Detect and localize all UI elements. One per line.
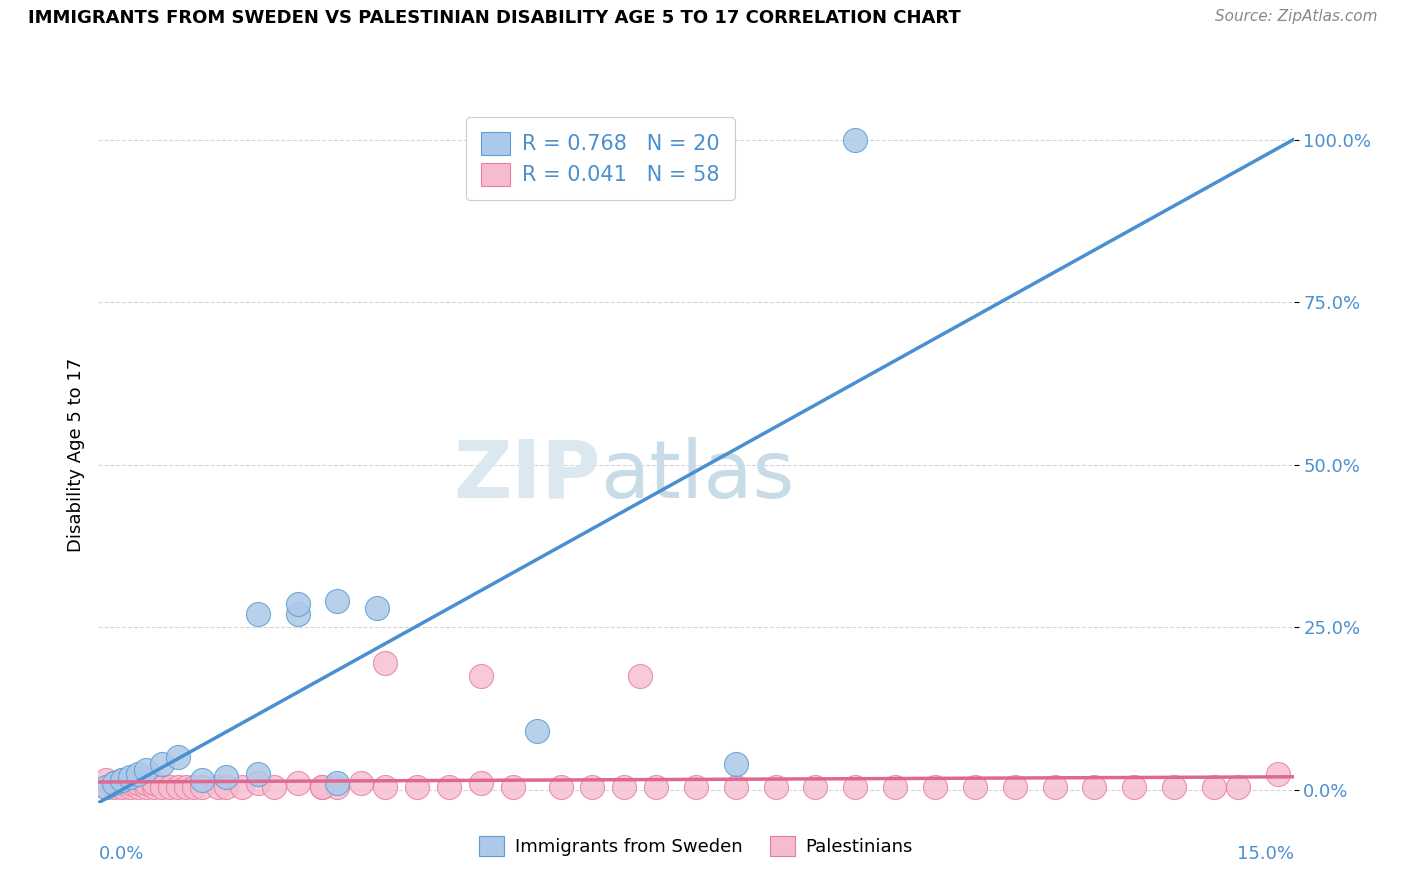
Point <box>884 780 907 794</box>
Point <box>406 780 429 794</box>
Point <box>120 780 142 794</box>
Point <box>311 780 333 794</box>
Point <box>150 756 173 771</box>
Point <box>96 772 118 787</box>
Point <box>1004 780 1026 794</box>
Point <box>103 776 125 790</box>
Point <box>120 770 142 784</box>
Point <box>143 780 166 794</box>
Point <box>167 750 190 764</box>
Point <box>326 776 349 790</box>
Point <box>207 780 229 794</box>
Point <box>127 766 149 780</box>
Point <box>374 656 396 670</box>
Point <box>470 669 492 683</box>
Point <box>215 770 238 784</box>
Point <box>1083 780 1105 794</box>
Point <box>924 780 946 794</box>
Point <box>103 776 125 790</box>
Point <box>135 776 157 790</box>
Point <box>844 132 866 146</box>
Point <box>550 780 572 794</box>
Point <box>1123 780 1146 794</box>
Point <box>1267 766 1289 780</box>
Point <box>287 607 309 622</box>
Point <box>437 780 460 794</box>
Point <box>150 780 173 794</box>
Point <box>127 780 149 794</box>
Text: Source: ZipAtlas.com: Source: ZipAtlas.com <box>1215 9 1378 24</box>
Point <box>613 780 636 794</box>
Point <box>287 776 309 790</box>
Point <box>127 776 149 790</box>
Point <box>143 776 166 790</box>
Point <box>581 780 603 794</box>
Point <box>804 780 827 794</box>
Text: 0.0%: 0.0% <box>98 845 143 863</box>
Point <box>96 780 118 794</box>
Text: atlas: atlas <box>600 437 794 515</box>
Point <box>287 598 309 612</box>
Point <box>724 780 747 794</box>
Y-axis label: Disability Age 5 to 17: Disability Age 5 to 17 <box>66 358 84 552</box>
Point <box>628 669 651 683</box>
Point <box>231 780 253 794</box>
Point <box>1226 780 1249 794</box>
Point <box>96 780 118 794</box>
Point <box>246 607 269 622</box>
Point <box>183 780 205 794</box>
Point <box>1163 780 1185 794</box>
Point <box>374 780 396 794</box>
Point <box>111 772 134 787</box>
Point <box>350 776 373 790</box>
Point <box>311 780 333 794</box>
Point <box>502 780 524 794</box>
Legend: Immigrants from Sweden, Palestinians: Immigrants from Sweden, Palestinians <box>471 829 921 863</box>
Point <box>246 776 269 790</box>
Point <box>1202 780 1225 794</box>
Point <box>135 780 157 794</box>
Point <box>470 776 492 790</box>
Point <box>167 780 190 794</box>
Point <box>135 764 157 778</box>
Text: ZIP: ZIP <box>453 437 600 515</box>
Point <box>246 766 269 780</box>
Point <box>120 776 142 790</box>
Text: 15.0%: 15.0% <box>1236 845 1294 863</box>
Point <box>326 594 349 608</box>
Point <box>963 780 986 794</box>
Point <box>685 780 707 794</box>
Point <box>159 780 181 794</box>
Point <box>724 756 747 771</box>
Point <box>765 780 787 794</box>
Point <box>111 772 134 787</box>
Point <box>645 780 668 794</box>
Point <box>844 780 866 794</box>
Point <box>526 724 548 739</box>
Point <box>103 780 125 794</box>
Point <box>174 780 197 794</box>
Point <box>263 780 285 794</box>
Point <box>366 600 388 615</box>
Point <box>215 780 238 794</box>
Point <box>191 772 214 787</box>
Point <box>326 780 349 794</box>
Text: IMMIGRANTS FROM SWEDEN VS PALESTINIAN DISABILITY AGE 5 TO 17 CORRELATION CHART: IMMIGRANTS FROM SWEDEN VS PALESTINIAN DI… <box>28 9 960 27</box>
Point <box>1043 780 1066 794</box>
Point <box>111 780 134 794</box>
Point <box>191 780 214 794</box>
